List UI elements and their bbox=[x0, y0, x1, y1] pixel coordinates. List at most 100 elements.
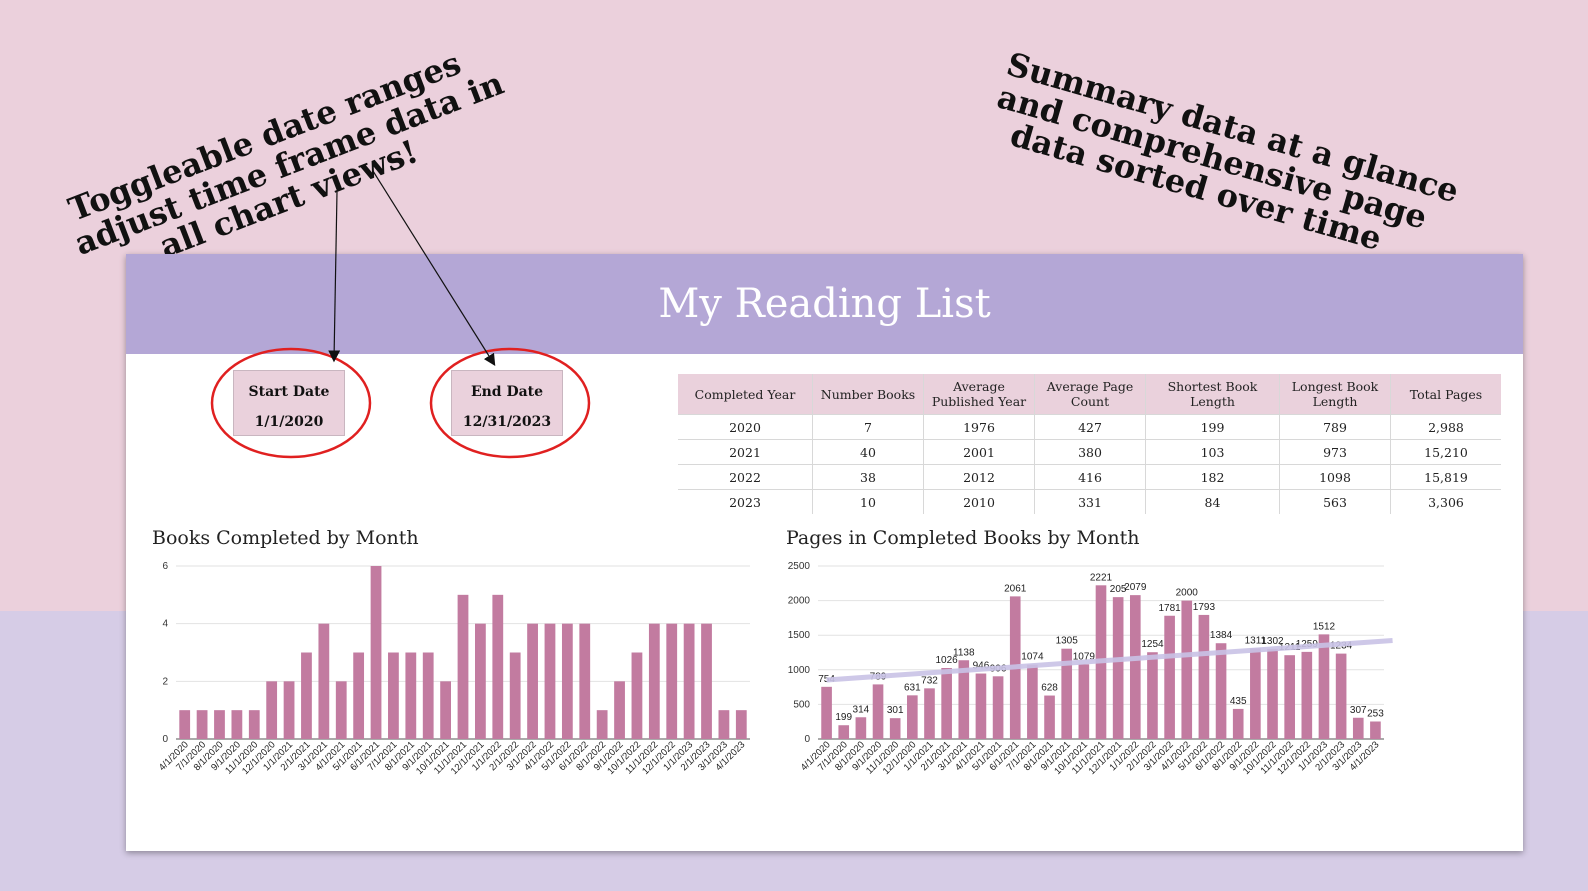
books-chart-title: Books Completed by Month bbox=[152, 527, 419, 549]
bar bbox=[422, 652, 434, 739]
data-label: 946 bbox=[973, 661, 990, 672]
table-cell: 2023 bbox=[678, 489, 813, 514]
data-label: 2221 bbox=[1090, 572, 1113, 583]
table-cell: 38 bbox=[812, 464, 924, 490]
table-row: 2020 7 1976 427 199 789 2,988 bbox=[678, 414, 1501, 440]
trendline bbox=[826, 638, 1393, 683]
bar bbox=[872, 684, 884, 739]
bar bbox=[666, 623, 678, 739]
bar bbox=[631, 652, 643, 739]
y-tick-label: 2 bbox=[162, 676, 168, 687]
bar bbox=[941, 668, 952, 739]
y-tick-label: 1500 bbox=[788, 630, 811, 641]
data-label: 205 bbox=[1110, 584, 1127, 595]
bar bbox=[1129, 595, 1141, 739]
bar bbox=[1335, 653, 1347, 739]
table-cell: 84 bbox=[1145, 489, 1280, 514]
bar bbox=[1027, 664, 1038, 739]
table-cell: 103 bbox=[1145, 439, 1280, 465]
data-label: 1793 bbox=[1193, 602, 1216, 613]
y-tick-label: 0 bbox=[804, 734, 810, 745]
bar bbox=[283, 681, 295, 739]
bar bbox=[1318, 634, 1330, 739]
bar bbox=[1267, 648, 1278, 739]
data-label: 1512 bbox=[1313, 621, 1336, 632]
bar bbox=[1232, 708, 1244, 739]
end-date-label: End Date bbox=[470, 384, 544, 400]
data-label: 732 bbox=[921, 675, 938, 686]
bar bbox=[614, 681, 625, 739]
y-tick-label: 6 bbox=[162, 561, 168, 572]
summary-header-row: Completed Year Number Books Average Publ… bbox=[678, 374, 1501, 415]
bar bbox=[527, 623, 538, 739]
start-date-cell[interactable]: Start Date 1/1/2020 bbox=[233, 370, 345, 436]
table-cell: 2020 bbox=[678, 414, 813, 440]
data-label: 2079 bbox=[1124, 582, 1147, 593]
data-label: 1254 bbox=[1141, 639, 1164, 650]
end-date-cell[interactable]: End Date 12/31/2023 bbox=[451, 370, 563, 436]
data-label: 1305 bbox=[1056, 636, 1079, 647]
table-row: 2022 38 2012 416 182 1098 15,819 bbox=[678, 464, 1501, 490]
y-tick-label: 500 bbox=[793, 699, 810, 710]
data-label: 301 bbox=[887, 705, 904, 716]
books-completed-chart: 02464/1/20207/1/20208/1/20209/1/202011/1… bbox=[157, 561, 750, 777]
table-cell: 1098 bbox=[1279, 464, 1391, 490]
bar bbox=[907, 695, 918, 739]
bar bbox=[924, 688, 935, 739]
bar bbox=[975, 673, 987, 739]
bar bbox=[231, 710, 243, 739]
bar bbox=[718, 710, 730, 739]
bar bbox=[1164, 615, 1175, 739]
table-row: 2023 10 2010 331 84 563 3,306 bbox=[678, 489, 1501, 514]
bar bbox=[1352, 717, 1364, 739]
table-cell: 2021 bbox=[678, 439, 813, 465]
table-cell: 563 bbox=[1279, 489, 1391, 514]
table-cell: 2022 bbox=[678, 464, 813, 490]
start-date-value[interactable]: 1/1/2020 bbox=[254, 414, 324, 430]
table-cell: 1976 bbox=[923, 414, 1035, 440]
bar bbox=[179, 710, 191, 739]
bar bbox=[683, 623, 695, 739]
column-header: Shortest Book Length bbox=[1145, 374, 1280, 415]
arrow-to-end-date bbox=[372, 170, 496, 367]
bar bbox=[579, 623, 591, 739]
bar bbox=[1078, 664, 1090, 739]
table-cell: 380 bbox=[1034, 439, 1146, 465]
table-cell: 182 bbox=[1145, 464, 1280, 490]
bar bbox=[1112, 597, 1124, 739]
data-label: 253 bbox=[1367, 708, 1384, 719]
bar bbox=[561, 623, 573, 739]
bar bbox=[214, 710, 225, 739]
bar bbox=[596, 710, 608, 739]
pages-chart-title: Pages in Completed Books by Month bbox=[786, 527, 1140, 549]
bar bbox=[475, 623, 486, 739]
table-cell: 2,988 bbox=[1390, 414, 1501, 440]
table-cell: 199 bbox=[1145, 414, 1280, 440]
table-row: 2021 40 2001 380 103 973 15,210 bbox=[678, 439, 1501, 465]
column-header: Number Books bbox=[812, 374, 924, 415]
bar bbox=[1181, 600, 1193, 739]
y-tick-label: 1000 bbox=[788, 665, 811, 676]
table-cell: 7 bbox=[812, 414, 924, 440]
bar bbox=[388, 652, 399, 739]
data-label: 1138 bbox=[953, 647, 975, 658]
bar bbox=[838, 725, 850, 739]
column-header: Longest Book Length bbox=[1279, 374, 1391, 415]
data-label: 435 bbox=[1230, 696, 1247, 707]
table-cell: 427 bbox=[1034, 414, 1146, 440]
y-tick-label: 2500 bbox=[788, 561, 811, 572]
data-label: 1384 bbox=[1210, 630, 1233, 641]
data-label: 1074 bbox=[1021, 652, 1044, 663]
bar bbox=[335, 681, 347, 739]
bar bbox=[958, 660, 970, 739]
bar bbox=[492, 594, 504, 739]
table-cell: 40 bbox=[812, 439, 924, 465]
end-date-value[interactable]: 12/31/2023 bbox=[462, 414, 552, 430]
data-label: 1311 bbox=[1245, 635, 1267, 646]
bar bbox=[248, 710, 260, 739]
data-label: 1781 bbox=[1158, 603, 1181, 614]
column-header: Average Page Count bbox=[1034, 374, 1146, 415]
table-cell: 416 bbox=[1034, 464, 1146, 490]
table-cell: 331 bbox=[1034, 489, 1146, 514]
